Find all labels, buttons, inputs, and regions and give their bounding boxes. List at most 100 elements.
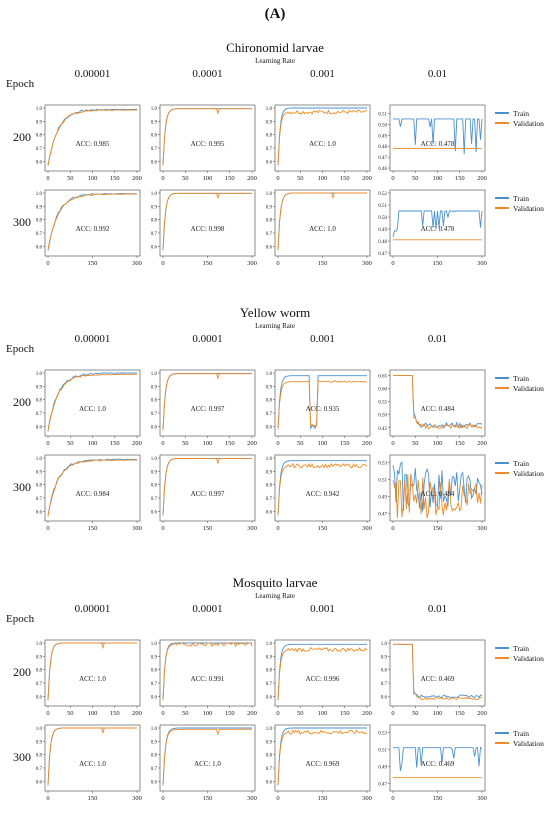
y-tick-label: 0.6 <box>151 160 158 165</box>
plot-frame <box>159 104 256 172</box>
x-tick-label: 300 <box>362 795 372 802</box>
train-series-line <box>47 642 137 701</box>
legend-label: Train <box>513 643 529 653</box>
training-chart: 0 150 300 0.6 0.7 0.8 0.9 1.0 ACC: 0.984 <box>36 454 142 532</box>
x-tick-label: 0 <box>276 525 279 532</box>
x-tick-label: 300 <box>247 795 257 802</box>
x-tick-label: 50 <box>412 175 419 182</box>
y-tick-label: 0.7 <box>36 147 43 152</box>
x-tick-label: 200 <box>247 175 257 182</box>
x-tick-label: 200 <box>362 710 372 717</box>
y-tick-label: 0.8 <box>151 669 158 674</box>
y-tick-label: 0.55 <box>378 401 387 406</box>
x-tick-label: 200 <box>132 440 142 447</box>
validation-series-line <box>162 108 252 166</box>
validation-series-line <box>277 380 368 430</box>
training-chart: 0 150 300 0.6 0.7 0.8 0.9 1.0 ACC: 1.0 <box>151 724 257 802</box>
x-tick-label: 150 <box>318 260 328 267</box>
y-tick-label: 0.6 <box>151 780 158 785</box>
x-tick-label: 150 <box>225 440 235 447</box>
y-tick-label: 0.8 <box>36 219 43 224</box>
x-tick-label: 300 <box>247 525 257 532</box>
validation-series-line <box>47 727 137 786</box>
row-epoch-label: 300 <box>13 750 31 764</box>
y-tick-label: 0.65 <box>378 375 387 380</box>
x-tick-label: 150 <box>340 440 350 447</box>
y-tick-label: 0.46 <box>378 167 387 172</box>
x-tick-label: 150 <box>203 795 213 802</box>
x-tick-label: 0 <box>46 710 49 717</box>
x-tick-label: 300 <box>132 795 142 802</box>
training-chart: 0 150 300 0.6 0.7 0.8 0.9 1.0 ACC: 1.0 <box>266 189 372 267</box>
train-series-line <box>47 458 137 516</box>
x-tick-label: 150 <box>433 260 443 267</box>
training-chart: 0 50 100 150 200 0.45 0.50 0.55 0.60 0.65 ACC: 0.4… <box>378 369 487 447</box>
y-tick-label: 0.53 <box>378 731 387 736</box>
x-tick-label: 0 <box>161 710 164 717</box>
legend-item-train: Train <box>495 643 544 653</box>
accuracy-annotation: ACC: 0.985 <box>76 140 110 148</box>
accuracy-annotation: ACC: 0.969 <box>306 760 340 768</box>
y-tick-label: 0.6 <box>151 510 158 515</box>
y-tick-label: 1.0 <box>36 727 43 732</box>
row-epoch-label: 200 <box>13 395 31 409</box>
legend-swatch <box>495 732 509 734</box>
epoch-label: Epoch <box>6 613 35 625</box>
accuracy-annotation: ACC: 0.997 <box>191 490 225 498</box>
validation-series-line <box>162 457 252 516</box>
column-learning-rate: 0.0001 <box>192 68 223 80</box>
column-learning-rate: 0.0001 <box>192 603 223 615</box>
y-tick-label: 0.8 <box>266 754 273 759</box>
x-tick-label: 300 <box>477 260 487 267</box>
legend-swatch <box>495 122 509 124</box>
row-epoch-label: 300 <box>13 215 31 229</box>
plot-frame <box>274 369 371 437</box>
validation-series-line <box>277 729 368 786</box>
y-tick-label: 1.0 <box>266 727 273 732</box>
y-tick-label: 0.6 <box>36 245 43 250</box>
column-learning-rate: 0.00001 <box>74 603 111 615</box>
training-chart: 0 150 300 0.47 0.48 0.49 0.50 0.51 0.52 ACC: 0.47… <box>378 189 487 267</box>
x-tick-label: 50 <box>182 175 189 182</box>
y-tick-label: 0.49 <box>378 496 387 501</box>
validation-series-line <box>162 642 253 701</box>
training-chart: 0 50 100 150 200 0.6 0.7 0.8 0.9 1.0 ACC: 0.469 <box>381 639 487 717</box>
plot-frame <box>389 104 486 172</box>
legend: Train Validation <box>495 458 544 478</box>
legend-swatch <box>495 742 509 744</box>
column-learning-rate: 0.00001 <box>74 333 111 345</box>
plot-frame <box>159 724 256 792</box>
x-tick-label: 150 <box>455 440 465 447</box>
y-tick-label: 0.47 <box>378 783 387 788</box>
y-tick-label: 0.7 <box>266 147 273 152</box>
x-tick-label: 150 <box>110 440 120 447</box>
train-series-line <box>277 643 367 701</box>
y-tick-label: 0.8 <box>151 219 158 224</box>
train-series-line <box>277 107 367 166</box>
train-series-line <box>47 372 137 432</box>
y-tick-label: 0.7 <box>151 147 158 152</box>
legend-label: Validation <box>513 203 544 213</box>
y-tick-label: 0.7 <box>266 682 273 687</box>
y-tick-label: 0.50 <box>378 414 387 419</box>
train-series-line <box>277 375 367 430</box>
x-tick-label: 200 <box>132 175 142 182</box>
x-tick-label: 0 <box>276 710 279 717</box>
accuracy-annotation: ACC: 1.0 <box>79 405 106 413</box>
y-tick-label: 0.9 <box>266 205 273 210</box>
y-tick-label: 0.8 <box>266 134 273 139</box>
y-tick-label: 1.0 <box>36 107 43 112</box>
section-title: Mosquito larvae <box>232 575 318 590</box>
legend-swatch <box>495 207 509 209</box>
y-tick-label: 0.8 <box>151 399 158 404</box>
training-chart: 0 50 100 150 200 0.6 0.7 0.8 0.9 1.0 ACC: 1.0 <box>266 104 372 182</box>
x-tick-label: 200 <box>362 440 372 447</box>
x-tick-label: 150 <box>203 260 213 267</box>
learning-rate-label: Learning Rate <box>255 322 295 330</box>
figure-label: (A) <box>264 6 286 22</box>
x-tick-label: 0 <box>161 260 164 267</box>
x-tick-label: 0 <box>391 175 394 182</box>
training-chart: 0 50 100 150 200 0.6 0.7 0.8 0.9 1.0 ACC: 1.0 <box>36 639 142 717</box>
y-tick-label: 0.6 <box>151 245 158 250</box>
accuracy-annotation: ACC: 0.478 <box>421 140 455 148</box>
